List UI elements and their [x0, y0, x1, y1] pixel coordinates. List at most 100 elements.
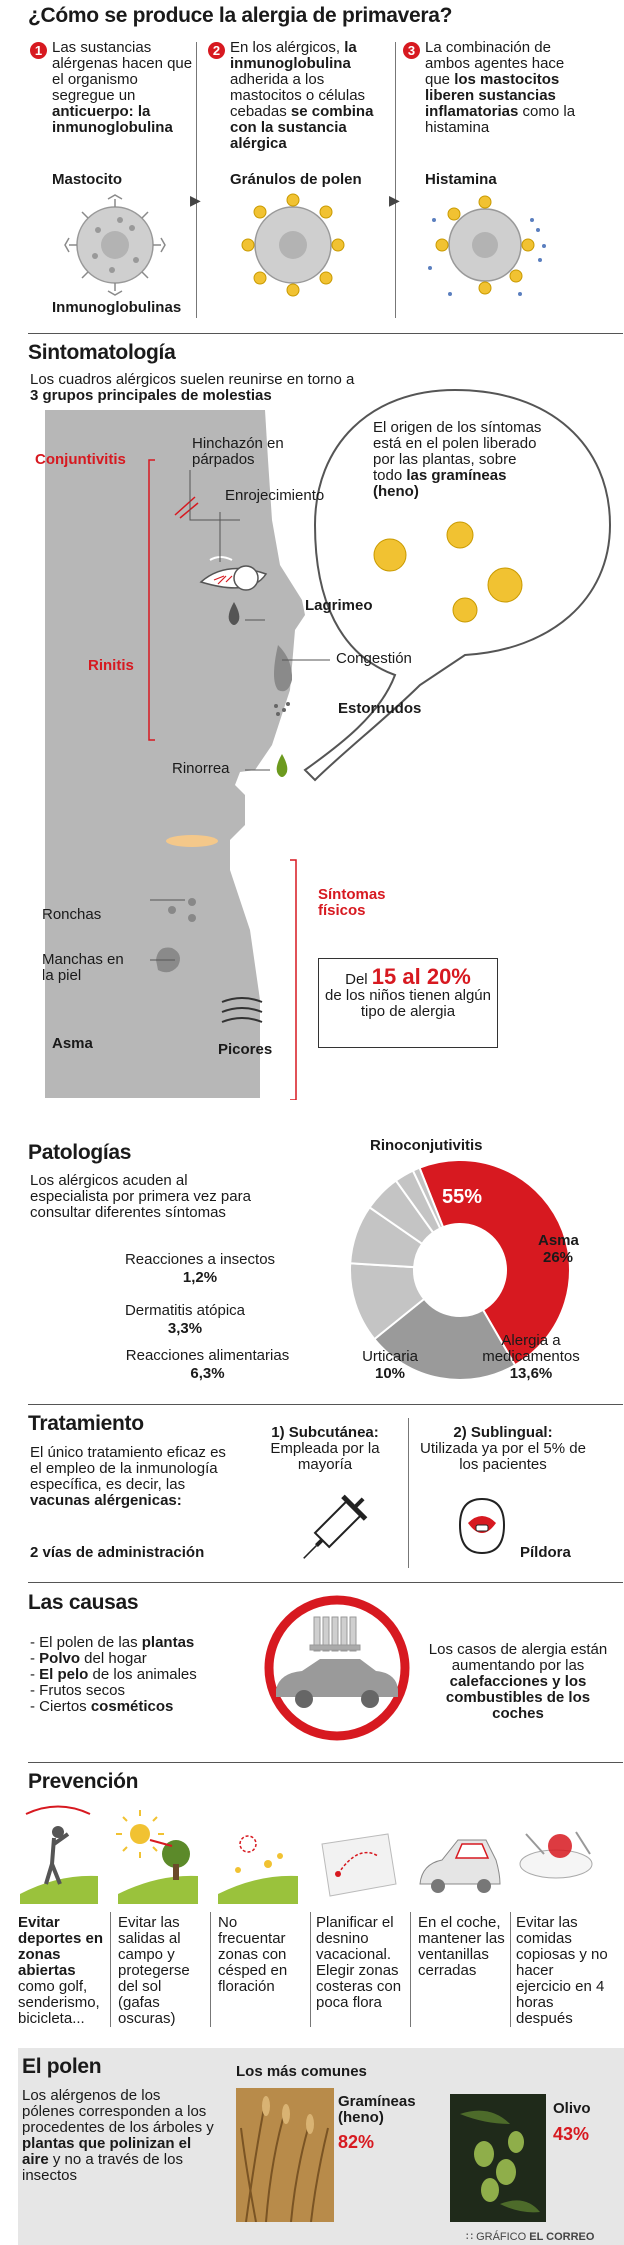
credit-dots-icon: ∷ — [466, 2231, 477, 2243]
histamina-illustration — [428, 195, 546, 296]
step-3: 3 La combinación de ambos agentes hace q… — [403, 40, 593, 136]
stat-text: Del 15 al 20% de los niños tienen algún t… — [325, 964, 491, 1020]
treatment-vias: 2 vías de administración — [30, 1544, 205, 1561]
mast-cell-icon — [76, 206, 154, 284]
label-picores: Picores — [218, 1041, 273, 1058]
value-reacciones-alimentarias: 6,3% — [190, 1365, 225, 1382]
label-asma: Asma — [52, 1035, 93, 1052]
cause-item: - El pelo de los animales — [30, 1666, 197, 1683]
step-text: La combinación de ambos agentes hace que… — [425, 39, 576, 136]
section-divider — [28, 1404, 623, 1405]
label-rinorrea: Rinorrea — [172, 760, 230, 777]
label-alergia-medicamentos: Alergia a medicamentos — [482, 1332, 580, 1365]
hives-icon — [168, 898, 196, 922]
pollen-grass-pct: 82% — [338, 2132, 375, 2152]
pathology-donut-chart: 55% — [349, 1159, 571, 1381]
section-divider — [28, 1762, 623, 1763]
label-rinoconjutivitis: Rinoconjutivitis — [370, 1137, 483, 1154]
mouth-pill-icon — [458, 1497, 506, 1555]
section-title-patologias: Patologías — [28, 1141, 132, 1164]
prevention-item: Evitar las comidas copiosas y no hacer e… — [516, 1914, 608, 2027]
divider — [196, 42, 197, 318]
donut-slice-reacciones-a-insectos — [411, 1166, 445, 1230]
pollen-common-title: Los más comunes — [236, 2063, 367, 2080]
step-text: En los alérgicos, la inmunoglobulina adh… — [230, 39, 374, 152]
label-hinchazon: Hinchazón en párpados — [192, 435, 284, 468]
divider — [210, 1912, 211, 2027]
section-divider — [28, 1582, 623, 1583]
label-reacciones-alimentarias: Reacciones alimentarias — [125, 1347, 290, 1364]
prevention-item: Planificar el desnino vacacional. Elegir… — [316, 1914, 402, 2011]
prevention-illustrations — [20, 1805, 593, 1904]
page-title: ¿Cómo se produce la alergia de primavera… — [28, 4, 453, 27]
value-reacciones-insectos: 1,2% — [182, 1269, 218, 1286]
donut-slice-asma — [373, 1297, 517, 1381]
section-title-polen: El polen — [22, 2055, 102, 2078]
golfer-icon — [20, 1805, 98, 1904]
step-2: 2 En los alérgicos, la inmunoglobulina a… — [208, 40, 383, 152]
flower-field-icon — [218, 1835, 298, 1904]
swelling-lines-icon — [174, 496, 199, 519]
group-conjuntivitis: Conjuntivitis — [35, 451, 126, 468]
divider — [408, 1418, 409, 1568]
symptoms-intro: Los cuadros alérgicos suelen reunirse en… — [30, 371, 355, 404]
section-title-sintomatologia: Sintomatología — [28, 341, 176, 364]
option-sublingual: 2) Sublingual: Utilizada ya por el 5% de … — [420, 1424, 586, 1473]
divider — [410, 1912, 411, 2027]
grass-photo — [236, 2088, 334, 2222]
label-pildora: Píldora — [520, 1544, 571, 1561]
group-sintomas-fisicos: Síntomas físicos — [318, 886, 386, 919]
divider — [110, 1912, 111, 2027]
label-congestion: Congestión — [336, 650, 412, 667]
pollen-olive-pct: 43% — [553, 2124, 590, 2144]
donut-value-label-rinoconjutivitis: 55% — [442, 1186, 482, 1208]
cause-item: - Polvo del hogar — [30, 1650, 147, 1667]
divider — [395, 42, 396, 318]
section-title-causas: Las causas — [28, 1591, 139, 1614]
label-dermatitis: Dermatitis atópica — [124, 1302, 246, 1319]
option-subcutanea: 1) Subcutánea: Empleada por la mayoría — [270, 1424, 380, 1473]
itch-lines-icon — [221, 997, 263, 1023]
label-inmunoglobulinas: Inmunoglobulinas — [52, 299, 182, 316]
value-urticaria: 10% — [374, 1365, 406, 1382]
credit: ∷ GRÁFICO EL CORREO — [466, 2231, 595, 2243]
value-asma: 26% — [543, 1249, 574, 1266]
label-lagrimeo: Lagrimeo — [305, 597, 373, 614]
bubble-text: El origen de los síntomas está en el pol… — [373, 419, 542, 500]
label-histamina: Histamina — [425, 171, 497, 188]
label-urticaria: Urticaria — [362, 1348, 418, 1365]
label-manchas: Manchas en la piel — [42, 951, 124, 984]
step-text: Las sustancias alérgenas hacen que el or… — [52, 39, 193, 136]
pollen-grass-name: Gramíneas (heno) — [338, 2093, 416, 2126]
stat-box: Del 15 al 20% de los niños tienen algún t… — [318, 958, 498, 1048]
step-number: 1 — [30, 42, 47, 59]
nose-congestion-icon — [274, 645, 293, 692]
cause-item: - Ciertos cosméticos — [30, 1698, 174, 1715]
radiator-icon — [309, 1616, 361, 1652]
label-asma-chart: Asma — [538, 1232, 579, 1249]
car-icon — [276, 1659, 398, 1708]
sneeze-dots-icon — [274, 702, 290, 716]
prevention-item: En el coche, mantener las ventanillas ce… — [418, 1914, 505, 1979]
syringe-icon — [303, 1494, 368, 1559]
step-number: 2 — [208, 42, 225, 59]
label-reacciones-insectos: Reacciones a insectos — [124, 1251, 276, 1268]
prohibition-sign-icon — [264, 1595, 410, 1741]
section-divider — [28, 333, 623, 334]
donut-slice-rinoconjutivitis — [418, 1159, 571, 1367]
value-dermatitis: 3,3% — [167, 1320, 203, 1337]
section-title-prevencion: Prevención — [28, 1770, 139, 1793]
lips-icon — [166, 835, 218, 847]
value-alergia-medicamentos: 13,6% — [509, 1365, 553, 1382]
pollen-intro: Los alérgenos de los pólenes corresponde… — [22, 2087, 214, 2184]
label-enrojecimiento: Enrojecimiento — [225, 487, 325, 504]
pollen-olive-name: Olivo — [553, 2100, 591, 2117]
symptom-connectors — [148, 459, 330, 1100]
cause-item: - El polen de las plantas — [30, 1634, 195, 1651]
group-rinitis: Rinitis — [88, 657, 134, 674]
pollen-bubble — [303, 388, 612, 782]
granulos-illustration — [241, 193, 345, 297]
tear-icon — [228, 602, 240, 625]
prevention-item: Evitar deportes en zonas abiertas como g… — [18, 1914, 104, 2027]
causes-list: - El polen de las plantas - Polvo del ho… — [30, 1635, 250, 1715]
